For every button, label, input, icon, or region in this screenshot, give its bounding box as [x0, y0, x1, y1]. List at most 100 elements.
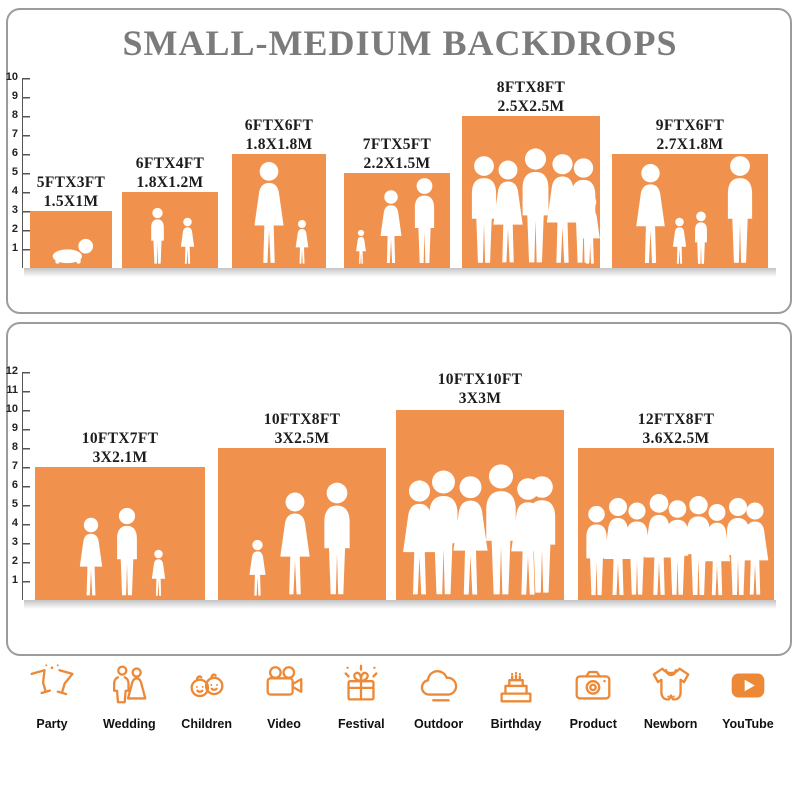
ruler-number: 7 — [11, 460, 18, 472]
ruler-top: 10 9 8 7 6 5 4 3 2 1 — [2, 68, 18, 258]
photo-camera-icon — [575, 670, 611, 700]
baby-onesie-icon — [652, 667, 690, 701]
backdrop-8x8ft — [462, 116, 600, 268]
youtube-play-icon — [731, 673, 765, 698]
backdrop-label: 8FTX8FT 2.5X2.5M — [441, 78, 621, 116]
backdrop-size-m: 3.6X2.5M — [642, 430, 710, 447]
ruler-number: 7 — [11, 128, 18, 140]
video-camera-icon — [266, 666, 303, 696]
backdrop-10x8ft — [218, 448, 386, 600]
backdrop-10x7ft — [35, 467, 205, 600]
ruler-number: 12 — [5, 365, 18, 377]
category-party: Party — [16, 662, 88, 731]
backdrop-size-m: 1.5X1M — [43, 193, 99, 210]
category-label: Newborn — [643, 717, 698, 731]
backdrop-size-m: 3X2.1M — [92, 449, 148, 466]
ruler-number: 3 — [11, 204, 18, 216]
backdrop-9x6ft — [612, 154, 768, 268]
category-youtube: YouTube — [712, 662, 784, 731]
backdrop-size-ft: 5FTX3FT — [36, 174, 106, 191]
backdrop-size-ft: 9FTX6FT — [655, 117, 725, 134]
category-label: Children — [181, 717, 232, 731]
ruler-number: 11 — [6, 384, 18, 396]
birthday-cake-icon — [500, 671, 532, 703]
category-label: YouTube — [722, 717, 774, 731]
ruler-number: 1 — [11, 574, 18, 586]
category-label: Birthday — [490, 717, 542, 731]
ruler-number: 9 — [11, 90, 18, 102]
ruler-number: 4 — [11, 185, 18, 197]
backdrop-6x4ft — [122, 192, 218, 268]
ruler-number: 8 — [11, 109, 18, 121]
backdrop-size-ft: 6FTX4FT — [135, 155, 205, 172]
page-title: SMALL-MEDIUM BACKDROPS — [122, 23, 678, 63]
ruler-number: 2 — [11, 555, 18, 567]
backdrop-7x5ft — [344, 173, 450, 268]
party-drinks-icon — [30, 664, 74, 696]
backdrop-size-ft: 8FTX8FT — [496, 79, 566, 96]
category-outdoor: Outdoor — [403, 662, 475, 731]
ruler-number: 4 — [11, 517, 18, 529]
people-silhouette — [586, 494, 769, 596]
category-label: Video — [267, 717, 301, 731]
people-silhouette — [79, 507, 166, 596]
ruler-ticks — [22, 372, 30, 600]
category-label: Product — [569, 717, 617, 731]
ruler-number: 8 — [11, 441, 18, 453]
ruler-number: 6 — [11, 147, 18, 159]
backdrop-size-ft: 10FTX10FT — [437, 371, 523, 388]
ruler-number: 5 — [11, 166, 18, 178]
people-silhouette — [249, 482, 350, 596]
ground-shadow — [24, 600, 776, 609]
backdrop-label: 6FTX4FT 1.8X1.2M — [80, 154, 260, 192]
ruler-number: 10 — [5, 71, 18, 83]
backdrop-size-ft: 12FTX8FT — [637, 411, 715, 428]
ruler-bottom: 12 11 10 9 8 7 6 5 4 3 2 1 — [2, 362, 18, 590]
backdrop-size-m: 3X2.5M — [274, 430, 330, 447]
ruler-number: 3 — [11, 536, 18, 548]
backdrop-label: 7FTX5FT 2.2X1.5M — [307, 135, 487, 173]
ruler-number: 2 — [11, 223, 18, 235]
people-silhouette — [52, 238, 93, 264]
category-video: Video — [248, 662, 320, 731]
ruler-number: 5 — [11, 498, 18, 510]
backdrop-12x8ft — [578, 448, 774, 600]
backdrop-size-ft: 10FTX7FT — [81, 430, 159, 447]
backdrop-label: 9FTX6FT 2.7X1.8M — [600, 116, 780, 154]
backdrop-label: 10FTX7FT 3X2.1M — [30, 429, 210, 467]
ground-shadow — [24, 268, 776, 277]
category-label: Outdoor — [413, 717, 464, 731]
backdrop-size-m: 1.8X1.8M — [245, 136, 313, 153]
ruler-number: 10 — [5, 403, 18, 415]
ruler-number: 1 — [11, 242, 18, 254]
cloud-icon — [420, 670, 457, 702]
backdrop-label: 10FTX10FT 3X3M — [390, 370, 570, 408]
category-birthday: Birthday — [480, 662, 552, 731]
backdrop-size-ft: 6FTX6FT — [244, 117, 314, 134]
category-label: Wedding — [103, 717, 156, 731]
backdrop-size-m: 3X3M — [458, 390, 502, 407]
gift-box-icon — [344, 664, 378, 701]
category-row: Party Wedding Children — [16, 662, 784, 731]
ruler-number: 9 — [11, 422, 18, 434]
category-newborn: Newborn — [635, 662, 707, 731]
backdrop-6x6ft — [232, 154, 326, 268]
category-children: Children — [171, 662, 243, 731]
backdrop-size-m: 2.5X2.5M — [497, 98, 565, 115]
category-wedding: Wedding — [93, 662, 165, 731]
backdrop-label: 6FTX6FT 1.8X1.8M — [189, 116, 369, 154]
category-festival: Festival — [325, 662, 397, 731]
children-faces-icon — [190, 673, 224, 698]
backdrop-label: 10FTX8FT 3X2.5M — [212, 410, 392, 448]
backdrop-size-ft: 7FTX5FT — [362, 136, 432, 153]
backdrop-size-m: 2.7X1.8M — [656, 136, 724, 153]
backdrop-size-ft: 10FTX8FT — [263, 411, 341, 428]
people-silhouette — [356, 178, 435, 264]
people-silhouette — [636, 156, 753, 264]
ruler-number: 6 — [11, 479, 18, 491]
backdrop-label: 12FTX8FT 3.6X2.5M — [586, 410, 766, 448]
category-label: Party — [36, 717, 68, 731]
backdrop-5x3ft — [30, 211, 112, 268]
people-silhouette — [403, 464, 556, 595]
